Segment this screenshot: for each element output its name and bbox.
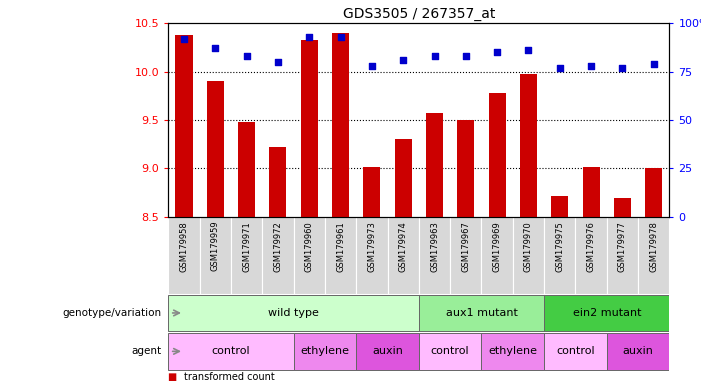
- Text: transformed count: transformed count: [184, 372, 274, 382]
- FancyBboxPatch shape: [544, 295, 669, 331]
- FancyBboxPatch shape: [638, 217, 669, 294]
- Point: [397, 57, 409, 63]
- Text: GSM179977: GSM179977: [618, 221, 627, 271]
- Text: GSM179978: GSM179978: [649, 221, 658, 271]
- Point: [491, 49, 503, 55]
- Text: control: control: [431, 346, 470, 356]
- Text: GSM179975: GSM179975: [555, 221, 564, 271]
- Bar: [551, 195, 569, 217]
- Bar: [395, 139, 411, 217]
- FancyBboxPatch shape: [356, 333, 418, 370]
- Text: control: control: [556, 346, 594, 356]
- Text: aux1 mutant: aux1 mutant: [446, 308, 517, 318]
- Text: GSM179963: GSM179963: [430, 221, 439, 271]
- Point: [241, 53, 252, 59]
- Text: control: control: [212, 346, 250, 356]
- Point: [272, 59, 283, 65]
- Bar: [238, 122, 255, 217]
- Point: [304, 33, 315, 40]
- FancyBboxPatch shape: [356, 217, 388, 294]
- Text: GSM179969: GSM179969: [493, 221, 502, 271]
- FancyBboxPatch shape: [544, 217, 576, 294]
- Bar: [332, 33, 349, 217]
- Point: [461, 53, 472, 59]
- Point: [210, 45, 221, 51]
- FancyBboxPatch shape: [262, 217, 294, 294]
- Title: GDS3505 / 267357_at: GDS3505 / 267357_at: [343, 7, 495, 21]
- FancyBboxPatch shape: [450, 217, 482, 294]
- Text: GSM179960: GSM179960: [305, 221, 314, 271]
- Text: GSM179974: GSM179974: [399, 221, 408, 271]
- Text: GSM179972: GSM179972: [273, 221, 283, 271]
- FancyBboxPatch shape: [168, 295, 418, 331]
- Point: [617, 65, 628, 71]
- Text: GSM179971: GSM179971: [242, 221, 251, 271]
- Bar: [426, 113, 443, 217]
- Text: GSM179967: GSM179967: [461, 221, 470, 271]
- Point: [335, 33, 346, 40]
- Bar: [363, 167, 381, 217]
- Text: GSM179958: GSM179958: [179, 221, 189, 271]
- Point: [523, 47, 534, 53]
- FancyBboxPatch shape: [294, 333, 356, 370]
- FancyBboxPatch shape: [168, 217, 200, 294]
- Text: GSM179970: GSM179970: [524, 221, 533, 271]
- Text: GSM179961: GSM179961: [336, 221, 345, 271]
- Text: ethylene: ethylene: [489, 346, 538, 356]
- FancyBboxPatch shape: [294, 217, 325, 294]
- FancyBboxPatch shape: [544, 333, 607, 370]
- Bar: [269, 147, 287, 217]
- Point: [429, 53, 440, 59]
- Point: [178, 35, 189, 41]
- Point: [648, 61, 660, 67]
- Text: genotype/variation: genotype/variation: [62, 308, 161, 318]
- Bar: [175, 35, 193, 217]
- FancyBboxPatch shape: [388, 217, 418, 294]
- Bar: [489, 93, 506, 217]
- Text: ■: ■: [168, 372, 181, 382]
- FancyBboxPatch shape: [607, 333, 669, 370]
- FancyBboxPatch shape: [607, 217, 638, 294]
- Text: ethylene: ethylene: [300, 346, 349, 356]
- FancyBboxPatch shape: [200, 217, 231, 294]
- Text: ein2 mutant: ein2 mutant: [573, 308, 641, 318]
- FancyBboxPatch shape: [325, 217, 356, 294]
- Bar: [520, 74, 537, 217]
- Bar: [614, 198, 631, 217]
- FancyBboxPatch shape: [482, 217, 513, 294]
- Bar: [301, 40, 318, 217]
- FancyBboxPatch shape: [168, 333, 294, 370]
- Bar: [645, 169, 662, 217]
- FancyBboxPatch shape: [418, 295, 544, 331]
- Text: GSM179973: GSM179973: [367, 221, 376, 271]
- FancyBboxPatch shape: [482, 333, 544, 370]
- Text: wild type: wild type: [268, 308, 319, 318]
- Text: GSM179959: GSM179959: [211, 221, 219, 271]
- Point: [554, 65, 566, 71]
- Bar: [207, 81, 224, 217]
- FancyBboxPatch shape: [231, 217, 262, 294]
- FancyBboxPatch shape: [418, 217, 450, 294]
- Point: [585, 63, 597, 69]
- FancyBboxPatch shape: [418, 333, 482, 370]
- Bar: [457, 120, 475, 217]
- Text: auxin: auxin: [622, 346, 653, 356]
- Text: auxin: auxin: [372, 346, 403, 356]
- Text: agent: agent: [131, 346, 161, 356]
- FancyBboxPatch shape: [513, 217, 544, 294]
- Point: [366, 63, 377, 69]
- Text: GSM179976: GSM179976: [587, 221, 596, 271]
- FancyBboxPatch shape: [576, 217, 607, 294]
- Bar: [583, 167, 600, 217]
